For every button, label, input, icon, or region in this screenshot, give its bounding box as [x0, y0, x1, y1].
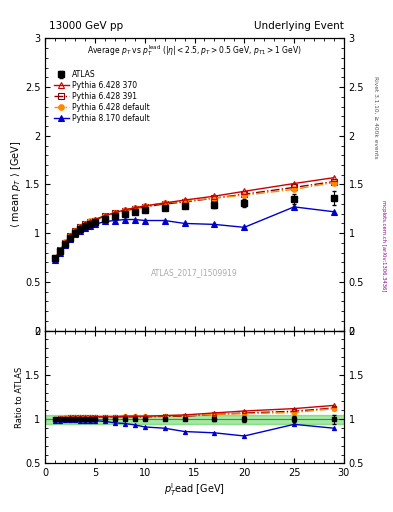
Pythia 6.428 default [68, 233, 72, 239]
Pythia 6.428 391 [53, 255, 57, 262]
Pythia 6.428 370 [88, 219, 92, 225]
Pythia 8.170 default [212, 221, 217, 227]
Y-axis label: $\langle$ mean $p_T$ $\rangle$ [GeV]: $\langle$ mean $p_T$ $\rangle$ [GeV] [9, 141, 24, 228]
Pythia 6.428 370 [242, 188, 247, 195]
Pythia 6.428 391 [68, 233, 72, 239]
Pythia 6.428 370 [58, 247, 62, 253]
Pythia 6.428 default [292, 186, 296, 193]
Pythia 6.428 default [83, 221, 87, 227]
Bar [45, 415, 344, 423]
Pythia 6.428 default [112, 209, 117, 216]
Pythia 6.428 default [182, 198, 187, 204]
Pythia 6.428 default [332, 180, 336, 186]
Text: Underlying Event: Underlying Event [254, 20, 344, 31]
Pythia 6.428 391 [103, 212, 107, 219]
Pythia 6.428 370 [182, 197, 187, 203]
Pythia 6.428 391 [332, 179, 336, 185]
Pythia 8.170 default [53, 258, 57, 264]
Pythia 6.428 370 [292, 180, 296, 186]
Text: ATLAS_2017_I1509919: ATLAS_2017_I1509919 [151, 268, 238, 276]
Pythia 6.428 370 [68, 233, 72, 239]
Pythia 8.170 default [78, 228, 83, 234]
Pythia 6.428 370 [112, 209, 117, 216]
Pythia 6.428 370 [123, 207, 127, 213]
Pythia 6.428 default [242, 192, 247, 198]
Text: Rivet 3.1.10, ≥ 400k events: Rivet 3.1.10, ≥ 400k events [373, 76, 378, 159]
Legend: ATLAS, Pythia 6.428 370, Pythia 6.428 391, Pythia 6.428 default, Pythia 8.170 de: ATLAS, Pythia 6.428 370, Pythia 6.428 39… [52, 69, 151, 124]
Pythia 6.428 default [73, 228, 77, 234]
Pythia 8.170 default [88, 223, 92, 229]
Pythia 6.428 370 [103, 212, 107, 219]
Pythia 8.170 default [292, 204, 296, 210]
Pythia 6.428 default [63, 239, 68, 245]
Line: Pythia 6.428 default: Pythia 6.428 default [52, 180, 337, 261]
Pythia 6.428 391 [63, 240, 68, 246]
Pythia 6.428 391 [73, 228, 77, 234]
Pythia 6.428 391 [88, 219, 92, 225]
Pythia 8.170 default [83, 225, 87, 231]
Pythia 6.428 391 [93, 218, 97, 224]
Pythia 6.428 391 [123, 208, 127, 214]
Pythia 6.428 default [53, 255, 57, 262]
Y-axis label: Ratio to ATLAS: Ratio to ATLAS [15, 366, 24, 428]
Pythia 6.428 391 [58, 247, 62, 253]
X-axis label: $p_T^{\rm l}$ead [GeV]: $p_T^{\rm l}$ead [GeV] [164, 481, 225, 498]
Pythia 6.428 default [58, 247, 62, 253]
Pythia 6.428 370 [132, 205, 137, 211]
Line: Pythia 6.428 391: Pythia 6.428 391 [52, 179, 337, 261]
Pythia 6.428 default [142, 203, 147, 209]
Pythia 6.428 370 [73, 228, 77, 234]
Pythia 8.170 default [93, 221, 97, 227]
Pythia 6.428 370 [53, 255, 57, 262]
Pythia 6.428 391 [212, 195, 217, 201]
Pythia 6.428 370 [63, 240, 68, 246]
Pythia 6.428 391 [182, 199, 187, 205]
Pythia 6.428 391 [83, 221, 87, 227]
Pythia 8.170 default [142, 218, 147, 224]
Line: Pythia 6.428 370: Pythia 6.428 370 [52, 175, 337, 261]
Pythia 6.428 default [132, 205, 137, 211]
Pythia 8.170 default [63, 242, 68, 248]
Pythia 6.428 370 [93, 217, 97, 223]
Pythia 6.428 370 [332, 175, 336, 181]
Pythia 6.428 391 [242, 191, 247, 197]
Pythia 8.170 default [182, 220, 187, 226]
Pythia 6.428 default [88, 219, 92, 225]
Pythia 8.170 default [103, 219, 107, 225]
Pythia 8.170 default [123, 217, 127, 223]
Line: Pythia 8.170 default: Pythia 8.170 default [52, 204, 337, 263]
Pythia 6.428 391 [112, 209, 117, 216]
Pythia 8.170 default [73, 231, 77, 237]
Text: mcplots.cern.ch [arXiv:1306.3436]: mcplots.cern.ch [arXiv:1306.3436] [381, 200, 386, 291]
Pythia 6.428 391 [292, 184, 296, 190]
Pythia 6.428 default [93, 217, 97, 223]
Pythia 6.428 391 [132, 206, 137, 212]
Pythia 6.428 370 [78, 224, 83, 230]
Pythia 6.428 default [103, 212, 107, 219]
Pythia 6.428 391 [142, 204, 147, 210]
Pythia 8.170 default [58, 249, 62, 255]
Pythia 6.428 370 [142, 203, 147, 209]
Pythia 8.170 default [332, 209, 336, 215]
Pythia 6.428 391 [162, 201, 167, 207]
Pythia 6.428 370 [83, 221, 87, 227]
Pythia 6.428 default [212, 195, 217, 201]
Pythia 8.170 default [68, 236, 72, 242]
Text: 13000 GeV pp: 13000 GeV pp [49, 20, 123, 31]
Pythia 6.428 default [123, 207, 127, 213]
Pythia 8.170 default [112, 218, 117, 224]
Pythia 6.428 370 [212, 193, 217, 199]
Pythia 6.428 391 [78, 224, 83, 230]
Pythia 6.428 default [162, 200, 167, 206]
Pythia 6.428 default [78, 224, 83, 230]
Text: Average $p_T$ vs $p_T^{\rm lead}$ ($|\eta|<2.5, p_T>0.5$ GeV, $p_{T1}>1$ GeV): Average $p_T$ vs $p_T^{\rm lead}$ ($|\et… [87, 43, 302, 58]
Pythia 6.428 370 [162, 200, 167, 206]
Pythia 8.170 default [162, 218, 167, 224]
Pythia 8.170 default [132, 217, 137, 223]
Pythia 8.170 default [242, 224, 247, 230]
